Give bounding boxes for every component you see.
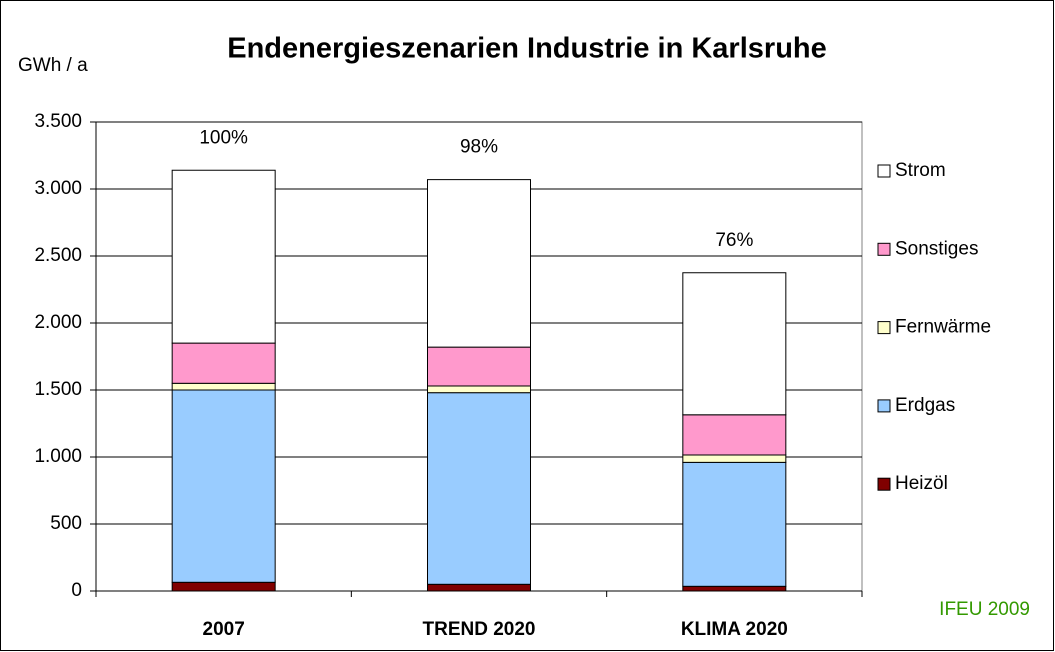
- bar-segment: [682, 414, 787, 456]
- x-tick-label: KLIMA 2020: [681, 619, 788, 640]
- y-tick-label: 2.500: [34, 245, 82, 266]
- y-tick-label: 3.500: [34, 111, 82, 132]
- annotation: 100%: [199, 127, 248, 148]
- y-tick-label: 3.000: [34, 178, 82, 199]
- legend-swatch: [877, 321, 891, 335]
- bar-segment: [427, 346, 531, 387]
- y-tick-label: 1.500: [34, 379, 82, 400]
- bar-segment: [427, 583, 531, 592]
- bar-segment: [427, 392, 531, 585]
- bar-segment: [171, 581, 276, 592]
- bar-segment: [171, 169, 276, 344]
- bar-segment: [171, 382, 276, 391]
- bar-segment: [682, 272, 787, 416]
- bar-segment: [171, 389, 276, 583]
- legend-swatch: [877, 477, 891, 491]
- y-tick-label: 2.000: [34, 312, 82, 333]
- bar-segment: [682, 454, 787, 463]
- annotation: 98%: [460, 137, 498, 158]
- bar-segment: [427, 179, 531, 348]
- y-axis-label: GWh / a: [18, 55, 88, 76]
- bar-segment: [427, 385, 531, 394]
- y-tick-label: 500: [50, 513, 82, 534]
- x-tick-label: 2007: [203, 619, 245, 640]
- legend-swatch: [877, 164, 891, 178]
- legend-label: Erdgas: [895, 395, 955, 416]
- legend-swatch: [877, 242, 891, 256]
- legend-swatch: [877, 399, 891, 413]
- legend-label: Strom: [895, 160, 946, 181]
- legend-label: Fernwärme: [895, 317, 991, 338]
- x-tick-label: TREND 2020: [423, 619, 536, 640]
- bar-segment: [682, 461, 787, 587]
- legend-label: Sonstiges: [895, 238, 978, 259]
- legend-label: Heizöl: [895, 473, 948, 494]
- y-tick-label: 1.000: [34, 446, 82, 467]
- bar-segment: [682, 585, 787, 592]
- chart-title: Endenergieszenarien Industrie in Karlsru…: [227, 33, 827, 65]
- y-tick-label: 0: [71, 580, 82, 601]
- bar-segment: [171, 342, 276, 384]
- annotation: 76%: [715, 230, 753, 251]
- source: IFEU 2009: [939, 599, 1030, 620]
